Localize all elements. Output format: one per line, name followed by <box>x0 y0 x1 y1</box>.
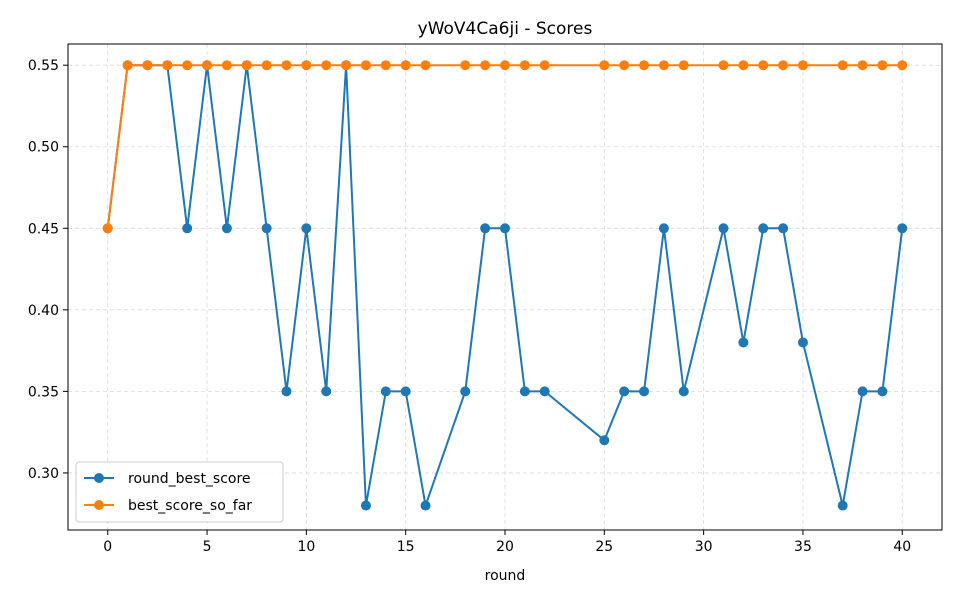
data-point-best_score_so_far <box>539 60 550 71</box>
data-point-best_score_so_far <box>360 60 371 71</box>
data-point-best_score_so_far <box>639 60 650 71</box>
legend-swatch-marker <box>94 500 104 510</box>
y-tick-label: 0.40 <box>28 303 59 319</box>
legend-swatch-marker <box>94 473 104 483</box>
data-point-round_best_score <box>678 386 689 397</box>
data-point-best_score_so_far <box>380 60 391 71</box>
data-point-best_score_so_far <box>261 60 272 71</box>
legend-entry-label: best_score_so_far <box>128 498 252 514</box>
data-point-best_score_so_far <box>202 60 213 71</box>
data-point-best_score_so_far <box>658 60 669 71</box>
data-point-round_best_score <box>877 386 888 397</box>
data-point-round_best_score <box>519 386 530 397</box>
grid <box>68 44 942 530</box>
legend-box <box>75 461 284 523</box>
data-point-best_score_so_far <box>778 60 789 71</box>
data-point-round_best_score <box>797 337 808 348</box>
data-point-round_best_score <box>837 500 848 511</box>
chart-title: yWoV4Ca6ji - Scores <box>418 19 593 39</box>
data-point-round_best_score <box>182 223 193 234</box>
data-point-round_best_score <box>639 386 650 397</box>
x-tick-label: 30 <box>695 539 713 555</box>
data-point-round_best_score <box>718 223 729 234</box>
data-point-round_best_score <box>420 500 431 511</box>
x-axis-label: round <box>485 568 526 584</box>
data-point-best_score_so_far <box>420 60 431 71</box>
y-tick-label: 0.35 <box>28 384 59 400</box>
data-point-round_best_score <box>360 500 371 511</box>
data-point-best_score_so_far <box>321 60 332 71</box>
data-point-round_best_score <box>738 337 749 348</box>
data-point-best_score_so_far <box>758 60 769 71</box>
data-point-best_score_so_far <box>599 60 610 71</box>
legend-entry-label: round_best_score <box>128 471 251 487</box>
x-tick-label: 25 <box>595 539 613 555</box>
data-point-round_best_score <box>758 223 769 234</box>
data-point-best_score_so_far <box>301 60 312 71</box>
y-tick-label: 0.50 <box>28 140 59 156</box>
data-point-round_best_score <box>380 386 391 397</box>
data-point-best_score_so_far <box>797 60 808 71</box>
data-point-best_score_so_far <box>122 60 133 71</box>
data-point-best_score_so_far <box>281 60 292 71</box>
data-point-best_score_so_far <box>341 60 352 71</box>
x-tick-label: 35 <box>794 539 812 555</box>
y-tick-label: 0.30 <box>28 466 59 482</box>
data-point-best_score_so_far <box>241 60 252 71</box>
data-point-round_best_score <box>281 386 292 397</box>
data-point-best_score_so_far <box>897 60 908 71</box>
data-point-best_score_so_far <box>400 60 411 71</box>
data-point-round_best_score <box>658 223 669 234</box>
data-point-round_best_score <box>500 223 510 234</box>
data-point-round_best_score <box>599 435 610 446</box>
data-point-round_best_score <box>619 386 630 397</box>
data-point-best_score_so_far <box>162 60 173 71</box>
data-point-round_best_score <box>857 386 868 397</box>
data-point-best_score_so_far <box>102 223 113 234</box>
data-point-round_best_score <box>400 386 411 397</box>
data-point-best_score_so_far <box>718 60 729 71</box>
y-axis: 0.30 0.35 0.40 0.45 0.50 0.55 <box>28 58 68 482</box>
y-tick-label: 0.55 <box>28 58 59 74</box>
x-tick-label: 40 <box>893 539 911 555</box>
data-point-round_best_score <box>261 223 272 234</box>
data-point-best_score_so_far <box>480 60 491 71</box>
data-point-round_best_score <box>897 223 908 234</box>
data-point-round_best_score <box>321 386 332 397</box>
x-tick-label: 15 <box>397 539 415 555</box>
data-point-best_score_so_far <box>460 60 471 71</box>
data-point-best_score_so_far <box>877 60 888 71</box>
data-point-best_score_so_far <box>142 60 153 71</box>
x-tick-label: 5 <box>203 539 212 555</box>
data-point-best_score_so_far <box>837 60 848 71</box>
data-point-best_score_so_far <box>678 60 689 71</box>
data-point-best_score_so_far <box>500 60 510 71</box>
series-layer <box>102 60 908 511</box>
x-tick-label: 20 <box>496 539 514 555</box>
data-point-best_score_so_far <box>738 60 749 71</box>
x-tick-label: 0 <box>103 539 112 555</box>
data-point-best_score_so_far <box>857 60 868 71</box>
x-axis: 0 5 10 15 20 25 30 35 40 <box>103 530 911 555</box>
data-point-round_best_score <box>301 223 312 234</box>
data-point-best_score_so_far <box>619 60 630 71</box>
data-point-round_best_score <box>480 223 491 234</box>
y-tick-label: 0.45 <box>28 221 59 237</box>
data-point-best_score_so_far <box>182 60 193 71</box>
data-point-round_best_score <box>778 223 789 234</box>
data-point-round_best_score <box>460 386 471 397</box>
x-tick-label: 10 <box>297 539 315 555</box>
data-point-best_score_so_far <box>519 60 530 71</box>
data-point-best_score_so_far <box>221 60 232 71</box>
data-point-round_best_score <box>539 386 550 397</box>
data-point-round_best_score <box>221 223 232 234</box>
legend: round_best_score best_score_so_far <box>75 461 284 523</box>
